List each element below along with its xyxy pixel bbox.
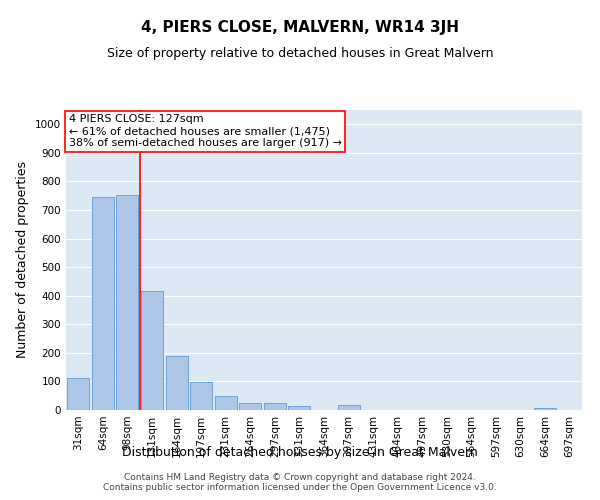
Text: 4, PIERS CLOSE, MALVERN, WR14 3JH: 4, PIERS CLOSE, MALVERN, WR14 3JH	[141, 20, 459, 35]
Text: Size of property relative to detached houses in Great Malvern: Size of property relative to detached ho…	[107, 48, 493, 60]
Bar	[190, 382, 212, 410]
Bar	[166, 356, 188, 410]
Bar	[215, 396, 237, 410]
Bar	[141, 290, 163, 410]
Text: 4 PIERS CLOSE: 127sqm
← 61% of detached houses are smaller (1,475)
38% of semi-d: 4 PIERS CLOSE: 127sqm ← 61% of detached …	[68, 114, 341, 148]
Text: Distribution of detached houses by size in Great Malvern: Distribution of detached houses by size …	[122, 446, 478, 459]
Text: Contains HM Land Registry data © Crown copyright and database right 2024.
Contai: Contains HM Land Registry data © Crown c…	[103, 473, 497, 492]
Bar	[239, 403, 262, 410]
Bar	[338, 405, 359, 410]
Bar	[534, 408, 556, 410]
Bar	[92, 197, 114, 410]
Bar	[289, 406, 310, 410]
Bar	[67, 378, 89, 410]
Y-axis label: Number of detached properties: Number of detached properties	[16, 162, 29, 358]
Bar	[264, 402, 286, 410]
Bar	[116, 195, 139, 410]
